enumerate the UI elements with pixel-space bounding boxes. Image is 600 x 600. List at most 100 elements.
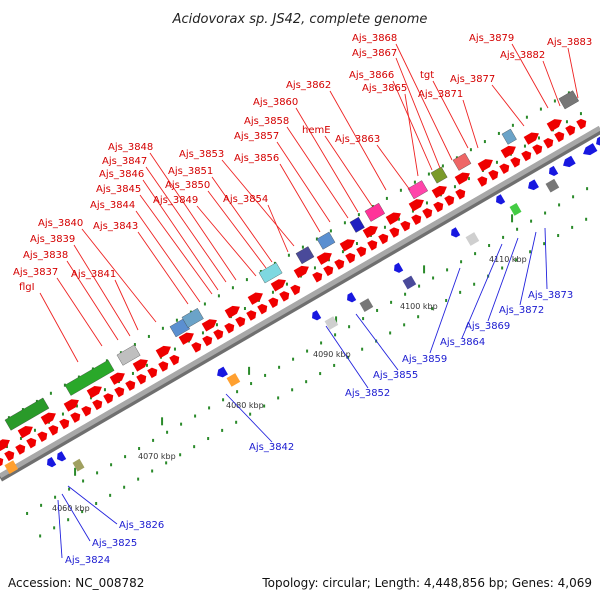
gene-arrow-reverse bbox=[57, 451, 67, 462]
gene-label[interactable]: Ajs_3853 bbox=[179, 149, 224, 160]
gene-arrow-forward bbox=[103, 393, 114, 404]
gene-arrow-forward bbox=[132, 359, 148, 372]
gene-label[interactable]: Ajs_3854 bbox=[223, 194, 268, 205]
gene-label[interactable]: Ajs_3850 bbox=[165, 180, 210, 191]
gene-arrow-forward bbox=[431, 185, 447, 199]
gene-arrow-forward bbox=[169, 354, 180, 366]
gene-label[interactable]: Ajs_3855 bbox=[373, 370, 418, 381]
gene-label[interactable]: Ajs_3877 bbox=[450, 74, 495, 85]
gene-label[interactable]: Ajs_3871 bbox=[418, 89, 463, 100]
leader-line-forward bbox=[211, 176, 273, 263]
gene-label[interactable]: Ajs_3867 bbox=[352, 48, 397, 59]
gene-label[interactable]: Ajs_3859 bbox=[402, 354, 447, 365]
track-tick bbox=[217, 294, 220, 298]
forward-strand-features bbox=[0, 90, 587, 468]
gene-arrow-forward bbox=[0, 456, 4, 468]
gene-label[interactable]: Ajs_3845 bbox=[96, 184, 141, 195]
gene-label[interactable]: Ajs_3837 bbox=[13, 267, 58, 278]
track-tick bbox=[208, 406, 211, 410]
gene-label[interactable]: tgt bbox=[420, 70, 434, 81]
gene-label[interactable]: Ajs_3824 bbox=[65, 555, 110, 566]
gene-label[interactable]: Ajs_3866 bbox=[349, 70, 394, 81]
track-tick bbox=[152, 438, 155, 442]
gene-label[interactable]: Ajs_3847 bbox=[102, 156, 147, 167]
track-tick bbox=[467, 177, 470, 181]
gene-label[interactable]: Ajs_3838 bbox=[23, 250, 68, 261]
gene-label[interactable]: Ajs_3882 bbox=[500, 50, 545, 61]
track-tick bbox=[432, 276, 435, 280]
leader-line-forward bbox=[135, 210, 201, 303]
gene-label[interactable]: hemE bbox=[302, 125, 331, 136]
gene-label[interactable]: Ajs_3846 bbox=[99, 169, 144, 180]
gene-label[interactable]: Ajs_3841 bbox=[71, 269, 116, 280]
track-tick bbox=[571, 225, 574, 229]
gene-label[interactable]: Ajs_3869 bbox=[465, 321, 510, 332]
track-tick bbox=[523, 144, 526, 148]
gene-arrow-forward bbox=[48, 425, 59, 436]
track-tick bbox=[75, 404, 78, 408]
gene-label[interactable]: Ajs_3857 bbox=[234, 131, 279, 142]
track-tick bbox=[525, 115, 528, 119]
gene-label[interactable]: Ajs_3839 bbox=[30, 234, 75, 245]
gene-arrow-forward bbox=[477, 176, 488, 187]
gene-label[interactable]: flgI bbox=[19, 282, 35, 293]
gene-label[interactable]: Ajs_3826 bbox=[119, 520, 164, 531]
gene-label[interactable]: Ajs_3865 bbox=[362, 83, 407, 94]
gene-label[interactable]: Ajs_3879 bbox=[469, 33, 514, 44]
leader-line-forward bbox=[145, 166, 227, 283]
gene-arrow-reverse bbox=[563, 155, 576, 168]
gene-label[interactable]: Ajs_3856 bbox=[234, 153, 279, 164]
leader-line-forward bbox=[149, 152, 237, 281]
gene-label[interactable]: Ajs_3872 bbox=[499, 305, 544, 316]
gene-arrow-forward bbox=[543, 137, 554, 149]
gene-label[interactable]: Ajs_3864 bbox=[440, 337, 485, 348]
track-tick bbox=[425, 201, 428, 205]
track-tick bbox=[278, 365, 281, 369]
gene-label[interactable]: Ajs_3840 bbox=[38, 218, 83, 229]
track-tick bbox=[245, 278, 248, 282]
gene-label[interactable]: Ajs_3873 bbox=[528, 290, 573, 301]
gene-label[interactable]: Ajs_3842 bbox=[249, 442, 294, 453]
gene-arrow-forward bbox=[155, 345, 171, 359]
gene-label[interactable]: Ajs_3858 bbox=[244, 116, 289, 127]
gene-arrow-forward bbox=[312, 271, 323, 283]
track-tick bbox=[123, 485, 126, 489]
gene-label[interactable]: Ajs_3849 bbox=[153, 195, 198, 206]
gene-label[interactable]: Ajs_3844 bbox=[90, 200, 135, 211]
gene-label[interactable]: Ajs_3860 bbox=[253, 97, 298, 108]
gene-label[interactable]: Ajs_3851 bbox=[168, 166, 213, 177]
leader-line-forward bbox=[462, 99, 479, 149]
kbp-scale: 4060 kbp 4070 kbp 4080 kbp 4090 kbp 4100… bbox=[52, 255, 527, 513]
gene-arrow-forward bbox=[546, 119, 562, 132]
gene-label[interactable]: Ajs_3848 bbox=[108, 142, 153, 153]
track-tick bbox=[445, 298, 448, 302]
track-tick bbox=[291, 388, 294, 392]
leader-line-forward bbox=[267, 204, 289, 253]
track-tick bbox=[495, 160, 498, 164]
gene-arrow-forward bbox=[455, 189, 466, 200]
gene-label[interactable]: Ajs_3852 bbox=[345, 388, 390, 399]
leader-line-forward bbox=[221, 159, 295, 247]
gene-arrow-forward bbox=[510, 157, 521, 168]
track-tick bbox=[557, 234, 560, 238]
track-tick bbox=[537, 136, 540, 140]
gene-label[interactable]: Ajs_3863 bbox=[335, 134, 380, 145]
track-tick bbox=[203, 302, 206, 306]
gene-label[interactable]: Ajs_3862 bbox=[286, 80, 331, 91]
kbp-tick-mark bbox=[161, 417, 164, 426]
leader-line-forward bbox=[432, 80, 469, 149]
gene-arrow-forward bbox=[411, 214, 422, 226]
track-tick bbox=[403, 323, 406, 327]
gene-arrow-forward bbox=[433, 201, 444, 213]
track-tick bbox=[586, 187, 589, 191]
gene-label[interactable]: Ajs_3825 bbox=[92, 538, 137, 549]
track-tick bbox=[459, 290, 462, 294]
protein-domain-box bbox=[295, 246, 315, 265]
track-tick bbox=[529, 250, 532, 254]
gene-arrow-forward bbox=[59, 418, 70, 430]
gene-label[interactable]: Ajs_3843 bbox=[93, 221, 138, 232]
gene-label[interactable]: Ajs_3868 bbox=[352, 33, 397, 44]
gene-label[interactable]: Ajs_3883 bbox=[547, 37, 592, 48]
track-tick bbox=[343, 221, 346, 225]
track-tick bbox=[543, 242, 546, 246]
